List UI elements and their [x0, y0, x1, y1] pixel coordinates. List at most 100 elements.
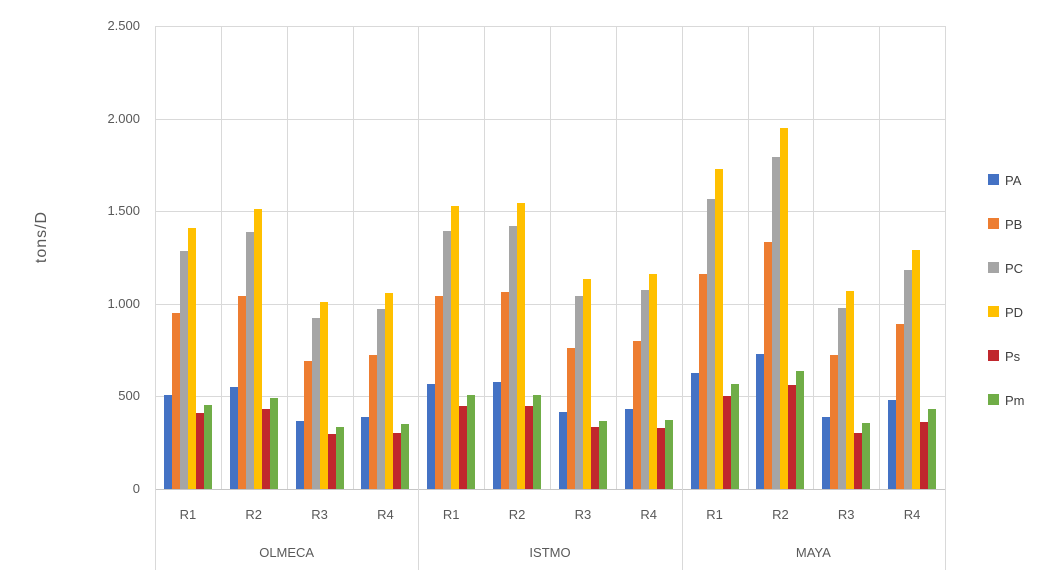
legend-label: Ps: [1005, 349, 1021, 364]
bar-Ps-OLMECA-R1: [195, 413, 204, 489]
bar-PB-ISTMO-R3: [566, 348, 575, 489]
bar-PA-ISTMO-R4: [624, 409, 633, 489]
x-category-label: R3: [574, 507, 592, 522]
bar-PC-ISTMO-R3: [574, 296, 583, 489]
gridline-x: [616, 26, 617, 489]
bar-Pm-OLMECA-R1: [203, 405, 212, 489]
x-category-label: R2: [772, 507, 789, 522]
gridline-x: [748, 26, 749, 489]
bar-PA-OLMECA-R2: [229, 387, 238, 489]
bar-Pm-MAYA-R3: [862, 423, 871, 489]
bar-Pm-ISTMO-R3: [598, 421, 607, 489]
bar-PC-MAYA-R2: [772, 157, 781, 489]
bar-PB-ISTMO-R4: [632, 341, 641, 489]
bar-PD-OLMECA-R4: [385, 293, 394, 489]
x-category-label: R1: [442, 507, 460, 522]
legend-item-PC: PC: [988, 261, 1044, 276]
bar-PA-ISTMO-R3: [558, 412, 567, 489]
bar-PC-MAYA-R4: [904, 270, 913, 489]
x-category-label: R4: [640, 507, 658, 522]
bar-Ps-ISTMO-R1: [459, 406, 468, 489]
legend-label: PB: [1005, 217, 1023, 232]
bar-PB-ISTMO-R2: [501, 292, 510, 489]
y-tick-label: 500: [118, 388, 140, 404]
legend-label: PC: [1005, 261, 1024, 276]
bar-PD-ISTMO-R1: [451, 206, 460, 489]
bar-PB-MAYA-R2: [764, 242, 773, 489]
x-group-label: MAYA: [795, 545, 831, 560]
bar-PD-MAYA-R4: [912, 250, 921, 489]
bar-PB-OLMECA-R3: [303, 361, 312, 489]
bar-Ps-OLMECA-R3: [327, 434, 336, 489]
gridline-y-0: [155, 489, 945, 490]
bar-PC-OLMECA-R3: [311, 318, 320, 489]
y-tick-label: 0: [132, 481, 140, 496]
bar-Ps-ISTMO-R3: [590, 427, 599, 489]
bar-PD-ISTMO-R3: [582, 279, 591, 489]
x-category-label: R4: [377, 507, 394, 522]
bar-PD-ISTMO-R2: [517, 203, 526, 489]
bar-PD-MAYA-R1: [714, 169, 723, 489]
y-tick-label: 1.000: [107, 295, 140, 311]
y-tick-label: 1.500: [107, 203, 140, 219]
x-category-label: R4: [903, 507, 921, 522]
bar-PD-OLMECA-R2: [253, 209, 262, 489]
bar-PB-OLMECA-R2: [237, 296, 246, 489]
bar-Ps-MAYA-R2: [788, 385, 797, 489]
legend-item-Ps: Ps: [988, 349, 1044, 364]
bar-Ps-MAYA-R4: [920, 422, 929, 489]
bar-Ps-OLMECA-R2: [261, 409, 270, 489]
bar-Pm-MAYA-R4: [928, 409, 937, 489]
bar-Ps-OLMECA-R4: [393, 433, 402, 489]
bar-PA-MAYA-R3: [822, 417, 831, 489]
bar-PA-MAYA-R4: [888, 400, 897, 489]
category-boundary-line: [155, 26, 156, 570]
bar-Pm-OLMECA-R2: [269, 398, 278, 489]
bar-PB-OLMECA-R4: [369, 355, 378, 489]
legend-swatch-PA: [988, 174, 999, 185]
bar-PD-ISTMO-R4: [648, 274, 657, 489]
x-category-label: R2: [508, 507, 526, 522]
bar-PA-MAYA-R2: [756, 354, 765, 489]
legend-label: Pm: [1005, 393, 1025, 408]
legend-item-PB: PB: [988, 217, 1044, 232]
legend-label: PD: [1005, 305, 1024, 320]
bar-PC-OLMECA-R1: [179, 251, 188, 489]
gridline-x: [813, 26, 814, 489]
bar-PC-OLMECA-R4: [377, 309, 386, 489]
gridline-x: [879, 26, 880, 489]
bar-PA-MAYA-R1: [690, 373, 699, 489]
x-group-label: OLMECA: [259, 545, 315, 560]
legend-item-Pm: Pm: [988, 393, 1044, 408]
bar-PC-MAYA-R1: [706, 199, 715, 489]
bar-PA-ISTMO-R1: [427, 384, 436, 489]
y-axis-title: tons/D: [33, 210, 50, 264]
legend-swatch-Pm: [988, 394, 999, 405]
bar-PC-ISTMO-R1: [443, 231, 452, 489]
category-boundary-line: [945, 26, 946, 570]
bar-PC-ISTMO-R4: [640, 290, 649, 489]
x-category-label: R3: [311, 507, 328, 522]
bar-PB-ISTMO-R1: [435, 296, 444, 489]
bar-Ps-ISTMO-R2: [525, 406, 534, 489]
bar-PD-OLMECA-R1: [187, 228, 196, 489]
legend-swatch-PB: [988, 218, 999, 229]
x-group-label: ISTMO: [529, 545, 571, 560]
legend-item-PD: PD: [988, 305, 1044, 320]
x-category-label: R2: [245, 507, 263, 522]
legend-item-PA: PA: [988, 173, 1044, 188]
gridline-x: [353, 26, 354, 489]
legend-swatch-PD: [988, 306, 999, 317]
gridline-x: [550, 26, 551, 489]
y-tick-label: 2.500: [107, 18, 140, 33]
gridline-x: [221, 26, 222, 489]
bar-Pm-MAYA-R2: [796, 371, 805, 489]
x-category-label: R3: [837, 507, 855, 522]
gridline-x: [287, 26, 288, 489]
bar-Pm-ISTMO-R4: [664, 420, 673, 489]
bar-Pm-ISTMO-R2: [533, 395, 542, 489]
bar-PD-MAYA-R3: [846, 291, 855, 489]
bar-Pm-OLMECA-R3: [335, 427, 344, 489]
bar-PC-MAYA-R3: [838, 308, 847, 489]
